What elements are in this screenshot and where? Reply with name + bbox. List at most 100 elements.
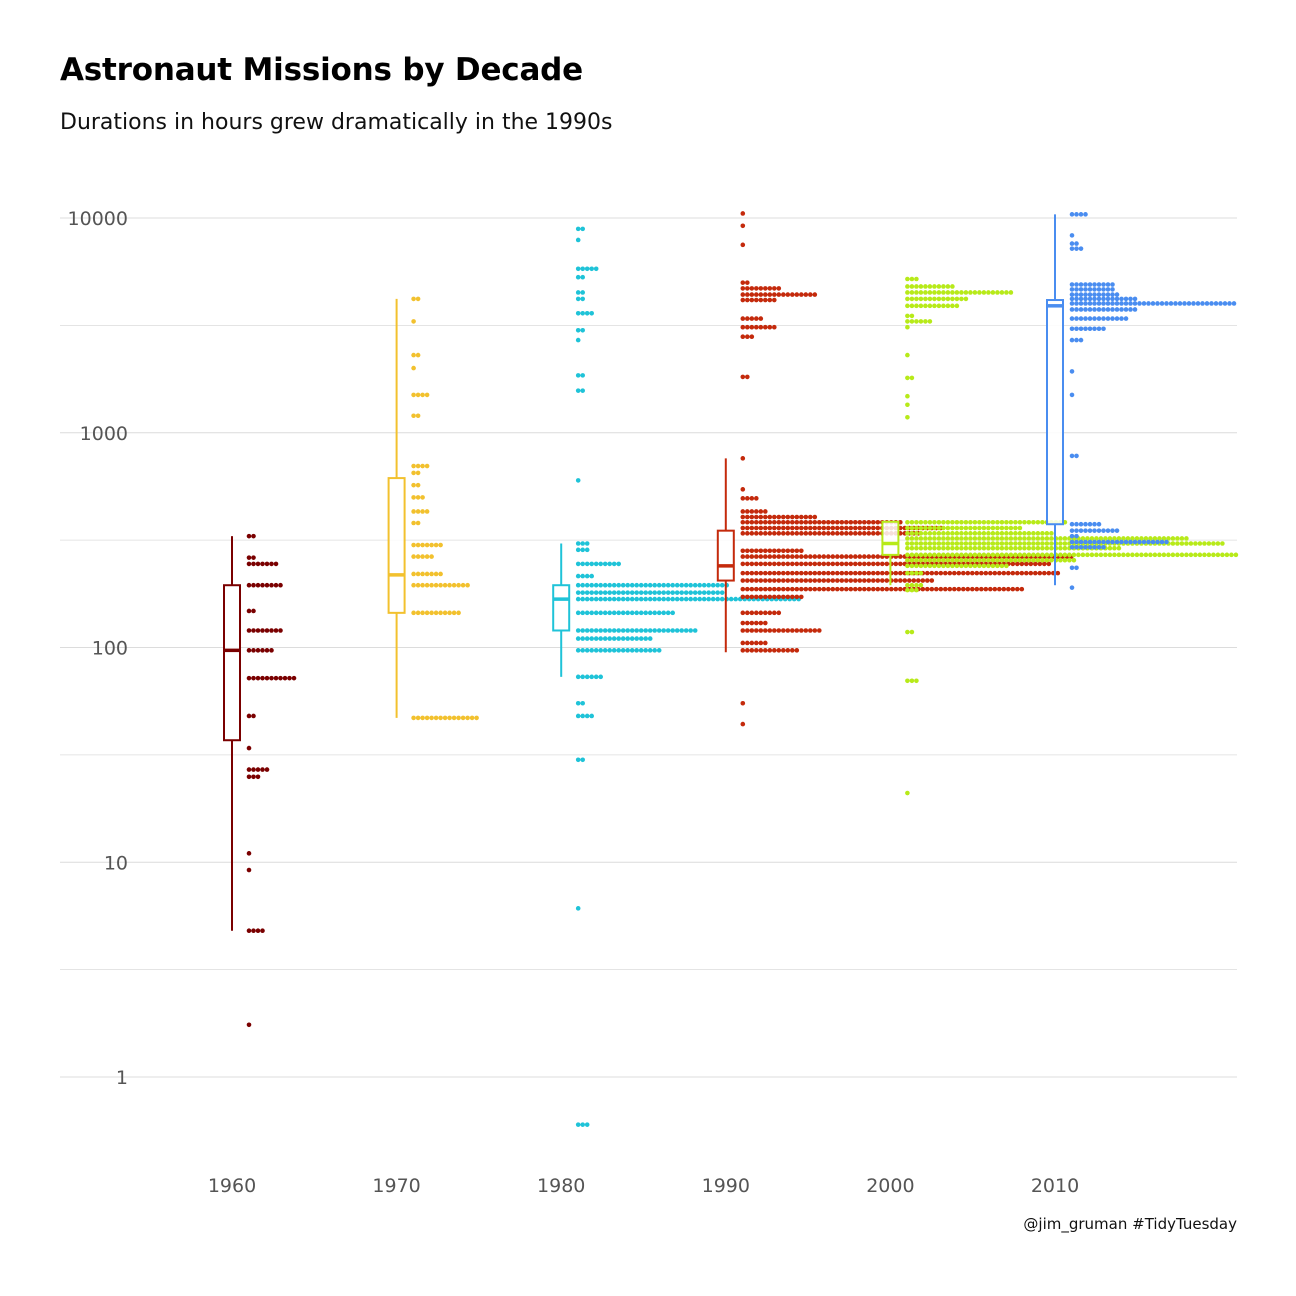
data-point <box>772 570 777 576</box>
data-point <box>438 610 443 616</box>
data-point <box>923 531 928 536</box>
data-point <box>758 297 764 303</box>
data-point <box>821 561 827 567</box>
data-point <box>1040 519 1045 525</box>
data-point <box>950 557 955 563</box>
x-axis-tick-labels: 1960 1970 1980 1990 2000 2010 <box>208 1175 1079 1197</box>
data-point <box>251 582 256 588</box>
data-point <box>719 596 725 602</box>
y-tick-label: 10 <box>104 852 128 874</box>
data-point <box>575 237 581 243</box>
data-point <box>817 525 822 531</box>
data-point <box>424 610 430 616</box>
data-point <box>575 573 581 579</box>
data-point <box>679 582 684 588</box>
data-point <box>1114 292 1120 297</box>
data-point <box>255 675 261 681</box>
data-point <box>947 586 953 592</box>
data-point <box>794 525 800 531</box>
data-point <box>905 319 910 324</box>
data-point <box>905 525 910 531</box>
data-point <box>643 596 648 602</box>
chart-subtitle: Durations in hours grew dramatically in … <box>60 110 613 135</box>
data-point <box>580 226 585 232</box>
data-point <box>1204 301 1210 306</box>
data-point <box>1013 536 1018 541</box>
data-point <box>767 519 773 525</box>
data-point <box>278 675 283 681</box>
data-point <box>1087 292 1093 297</box>
data-point <box>776 519 782 525</box>
data-point <box>772 324 777 330</box>
data-point <box>1074 292 1079 297</box>
data-point <box>745 578 750 583</box>
data-point <box>638 648 644 653</box>
data-point <box>1069 533 1075 539</box>
data-point <box>598 561 603 567</box>
data-point <box>1069 369 1075 374</box>
data-point <box>740 570 746 576</box>
data-point <box>1058 545 1063 551</box>
data-point <box>749 496 755 501</box>
data-point <box>925 586 930 592</box>
data-point <box>710 590 716 595</box>
data-point <box>1152 552 1158 558</box>
data-point <box>936 557 942 563</box>
data-point <box>701 582 707 588</box>
data-point <box>411 352 416 358</box>
data-point <box>830 570 836 576</box>
data-point <box>1076 552 1081 558</box>
data-point <box>927 531 933 536</box>
data-point <box>433 542 439 548</box>
data-point <box>643 590 648 595</box>
data-point <box>1008 545 1014 551</box>
data-point <box>754 586 759 592</box>
data-point <box>1197 552 1203 558</box>
data-point <box>857 561 863 567</box>
data-point <box>424 509 430 514</box>
data-point <box>1069 539 1075 545</box>
data-point <box>1110 296 1115 302</box>
data-point <box>923 536 928 541</box>
data-point <box>246 555 252 560</box>
data-point <box>424 392 430 398</box>
data-point <box>251 648 256 653</box>
data-point <box>598 590 603 595</box>
data-point <box>781 554 786 559</box>
data-point <box>986 552 991 558</box>
data-point <box>799 561 804 567</box>
data-point <box>911 578 917 583</box>
data-point <box>1092 301 1097 306</box>
data-point <box>1105 296 1111 302</box>
series-dots-1990 <box>740 211 1074 727</box>
data-point <box>772 525 777 531</box>
data-point <box>905 393 910 399</box>
data-point <box>790 628 795 633</box>
data-point <box>1119 316 1124 321</box>
data-point <box>429 571 434 577</box>
data-point <box>909 303 915 309</box>
data-point <box>954 545 960 551</box>
data-point <box>415 413 421 419</box>
data-point <box>871 570 876 576</box>
data-point <box>420 495 425 500</box>
data-point <box>1017 531 1023 536</box>
data-point <box>1096 296 1102 302</box>
data-point <box>1098 552 1104 558</box>
data-point <box>629 582 635 588</box>
data-point <box>589 610 594 616</box>
data-point <box>776 292 782 297</box>
boxplot-1970 <box>387 298 406 718</box>
data-point <box>968 525 973 531</box>
data-point <box>990 519 996 525</box>
data-point <box>1035 531 1041 536</box>
data-point <box>767 628 773 633</box>
data-point <box>754 324 759 330</box>
data-point <box>584 713 590 719</box>
data-point <box>264 628 270 633</box>
data-point <box>803 292 809 297</box>
data-point <box>1202 552 1207 558</box>
data-point <box>424 715 430 721</box>
data-point <box>909 541 915 546</box>
